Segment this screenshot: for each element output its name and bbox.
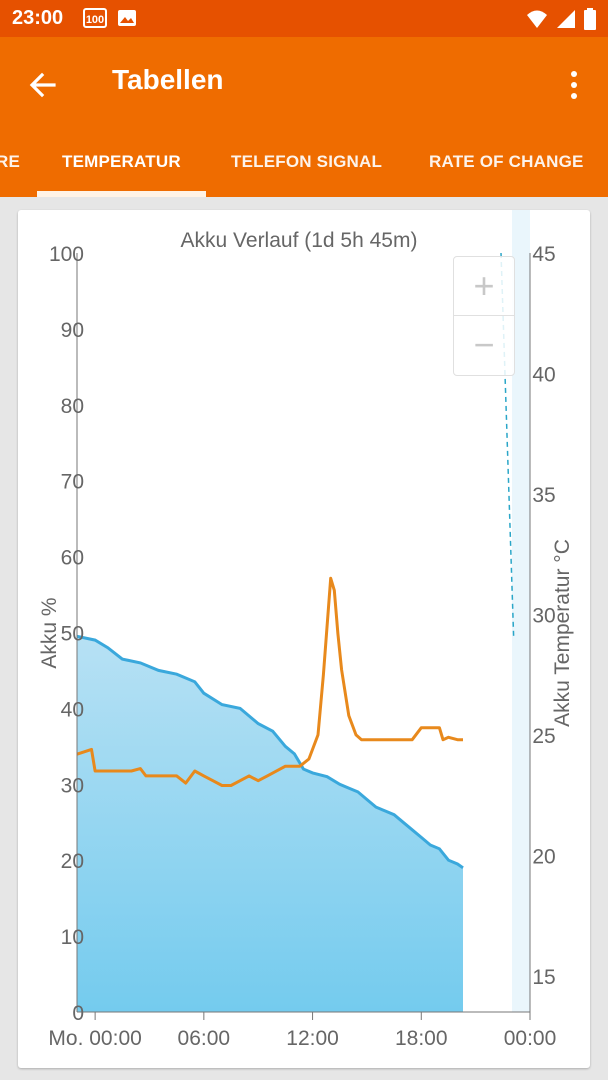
status-time: 23:00 [12, 7, 64, 29]
battery-line [76, 634, 464, 870]
y-tick-label: 50 [61, 623, 84, 646]
signal-icon [557, 10, 575, 28]
tab-temperatur[interactable]: TEMPERATUR [62, 152, 181, 171]
x-tick-label: 12:00 [286, 1027, 339, 1050]
page-title: Tabellen [112, 64, 224, 95]
x-tick-label: 18:00 [395, 1027, 448, 1050]
y2-tick-label: 25 [532, 725, 555, 748]
minus-icon: − [473, 324, 495, 365]
y-tick-label: 10 [61, 926, 84, 949]
battery-icon [584, 8, 596, 30]
y-tick-label: 90 [61, 319, 84, 342]
image-notification-icon [118, 10, 136, 26]
y2-tick-label: 30 [532, 604, 555, 627]
y-tick-label: 100 [49, 243, 84, 266]
chart-card: 100 90 80 70 60 50 40 30 20 10 0 45 40 35 30 25 20 15 Mo. … [18, 210, 590, 1068]
y2-tick-label: 40 [532, 363, 555, 386]
zoom-control: + − [453, 256, 515, 376]
wifi-icon [527, 10, 547, 28]
y-tick-label: 20 [61, 850, 84, 873]
system-icons [526, 8, 596, 30]
y-tick-label: 70 [61, 471, 84, 494]
battery-chart[interactable]: 100908070605040302010045403530252015Mo. … [18, 210, 590, 1068]
right-edge-shade [512, 210, 530, 1012]
tab-telefon-signal[interactable]: TELEFON SIGNAL [231, 152, 383, 171]
zoom-out-button[interactable]: − [454, 316, 514, 374]
x-tick-label: 00:00 [504, 1027, 557, 1050]
temperature-line [76, 576, 463, 787]
chart-title: Akku Verlauf (1d 5h 45m) [181, 229, 418, 252]
status-bar: 23:00 100 [0, 0, 608, 37]
more-vert-icon[interactable] [560, 65, 588, 105]
y-tick-label: 0 [72, 1002, 84, 1025]
tab-bar: RE TEMPERATUR TELEFON SIGNAL RATE OF CHA… [0, 137, 608, 197]
tab-indicator [37, 191, 206, 197]
y-tick-label: 80 [61, 395, 84, 418]
y-tick-label: 60 [61, 547, 84, 570]
tab-partial[interactable]: RE [0, 152, 21, 171]
battery-100-notification-icon: 100 [83, 8, 107, 28]
y-tick-label: 30 [61, 774, 84, 797]
plus-icon: + [473, 265, 495, 306]
x-tick-label: Mo. 00:00 [48, 1027, 141, 1050]
battery-area-fill [77, 636, 463, 1012]
zoom-in-button[interactable]: + [454, 257, 514, 316]
y2-tick-label: 45 [532, 243, 555, 266]
y2-axis-label: Akku Temperatur °C [551, 539, 574, 727]
notification-badge-text: 100 [86, 14, 104, 26]
arrow-back-icon[interactable] [24, 65, 64, 105]
y-axis-label: Akku % [38, 597, 61, 668]
notification-icons: 100 [83, 8, 137, 28]
y2-tick-label: 15 [532, 966, 555, 989]
y2-tick-label: 35 [532, 484, 555, 507]
app-bar: Tabellen RE TEMPERATUR TELEFON SIGNAL RA… [0, 37, 608, 197]
x-tick-label: 06:00 [178, 1027, 231, 1050]
y-tick-label: 40 [61, 698, 84, 721]
y2-tick-label: 20 [532, 845, 555, 868]
tab-rate-of-change[interactable]: RATE OF CHANGE [429, 152, 584, 171]
